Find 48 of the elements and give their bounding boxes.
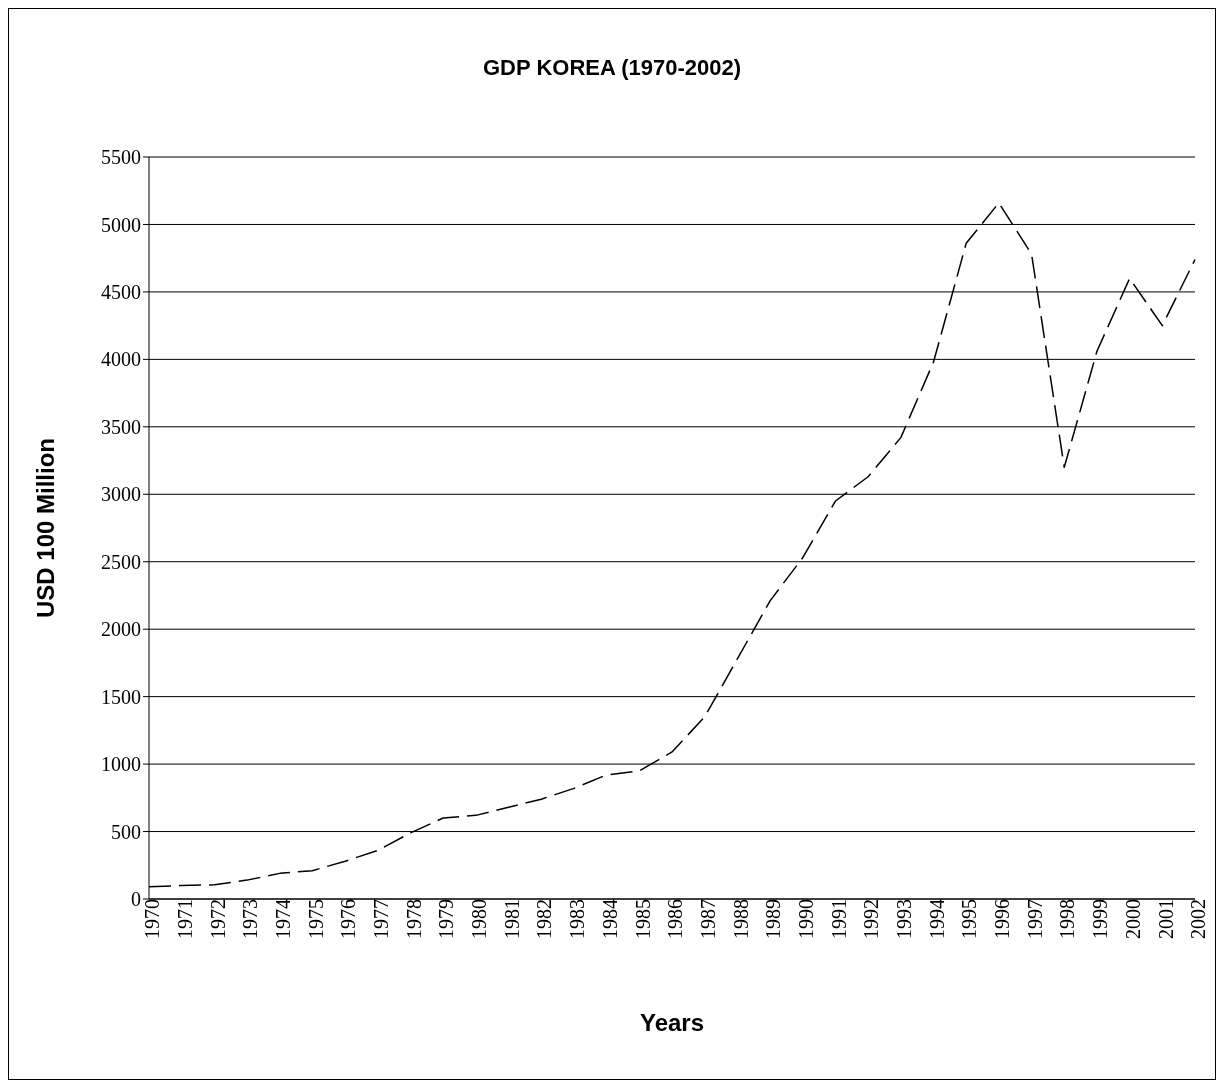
x-tick-label: 1989: [762, 899, 785, 939]
y-tick-label: 5500: [101, 146, 141, 169]
x-tick-label: 2002: [1187, 899, 1210, 939]
x-tick-label: 1990: [794, 899, 817, 939]
x-tick-label: 1972: [206, 899, 229, 939]
x-tick-label: 1983: [566, 899, 589, 939]
x-tick-label: 2000: [1121, 899, 1144, 939]
y-tick-label: 3000: [101, 483, 141, 506]
x-tick-label: 1997: [1023, 899, 1046, 939]
x-tick-label: 1991: [827, 899, 850, 939]
x-tick-label: 1981: [500, 899, 523, 939]
x-tick-label: 1977: [370, 899, 393, 939]
x-tick-label: 1987: [696, 899, 719, 939]
x-tick-label: 1971: [173, 899, 196, 939]
x-tick-label: 1993: [893, 899, 916, 939]
y-axis-title: USD 100 Million: [31, 437, 59, 619]
x-tick-label: 2001: [1154, 899, 1177, 939]
x-tick-label: 1978: [402, 899, 425, 939]
x-tick-label: 1988: [729, 899, 752, 939]
y-tick-label: 2000: [101, 618, 141, 641]
x-tick-label: 1999: [1089, 899, 1112, 939]
y-tick-label: 4500: [101, 281, 141, 304]
x-tick-label: 1996: [991, 899, 1014, 939]
x-tick-label: 1980: [468, 899, 491, 939]
x-tick-label: 1982: [533, 899, 556, 939]
x-tick-label: 1986: [664, 899, 687, 939]
x-tick-label: 1992: [860, 899, 883, 939]
y-tick-label: 500: [111, 820, 141, 843]
x-tick-label: 1974: [271, 899, 294, 939]
y-tick-label: 3500: [101, 415, 141, 438]
x-axis-title: Years: [639, 1009, 705, 1036]
x-tick-label: 1994: [925, 899, 948, 939]
y-tick-label: 2500: [101, 550, 141, 573]
y-tick-label: 5000: [101, 213, 141, 236]
y-tick-label: 1000: [101, 753, 141, 776]
y-tick-label: 1500: [101, 685, 141, 708]
chart-title: GDP KOREA (1970-2002): [482, 55, 742, 81]
x-tick-label: 1979: [435, 899, 458, 939]
x-tick-label: 1984: [598, 899, 621, 939]
x-tick-label: 1985: [631, 899, 654, 939]
x-tick-label: 1970: [141, 899, 164, 939]
x-tick-label: 1976: [337, 899, 360, 939]
y-tick-label: 0: [131, 888, 141, 911]
x-tick-label: 1975: [304, 899, 327, 939]
x-tick-label: 1973: [239, 899, 262, 939]
y-tick-label: 4000: [101, 348, 141, 371]
x-tick-label: 1998: [1056, 899, 1079, 939]
x-tick-label: 1995: [958, 899, 981, 939]
